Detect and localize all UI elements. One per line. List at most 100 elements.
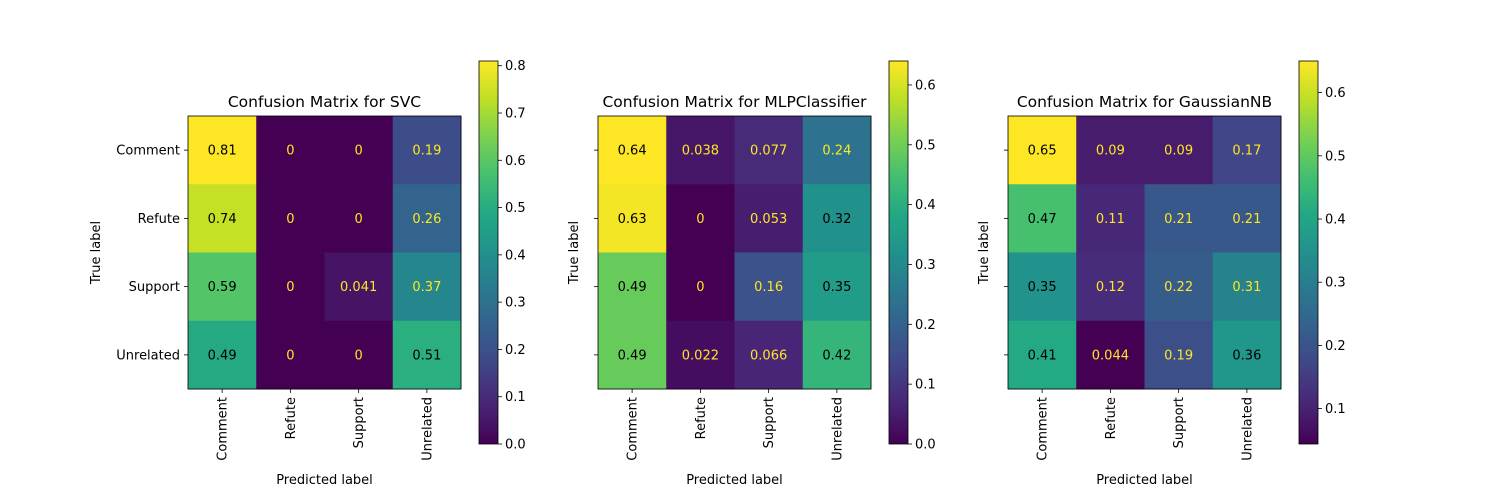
cell-value-label: 0.21: [1232, 212, 1261, 227]
heatmap-cell: [598, 184, 667, 253]
heatmap-cell: [1212, 252, 1282, 322]
colorbar-tick-label: 0.6: [1325, 86, 1346, 101]
heatmap-cell: [256, 116, 325, 185]
heatmap-cell: [188, 116, 257, 185]
heatmap-cell: [598, 116, 667, 185]
cell-value-label: 0: [286, 212, 294, 227]
cell-value-label: 0: [286, 144, 294, 159]
heatmap-cell: [734, 320, 804, 390]
heatmap-cell: [392, 252, 462, 322]
heatmap-cell: [324, 252, 394, 322]
cell-value-label: 0.09: [1164, 144, 1193, 159]
heatmap-cell: [1008, 320, 1077, 390]
heatmap-cell: [598, 252, 667, 322]
cell-value-label: 0: [354, 348, 362, 363]
panel-2: Confusion Matrix for GaussianNB 0.65 0.09 0…: [977, 60, 1346, 488]
cell-value-label: 0.17: [1232, 144, 1261, 159]
heatmap-cell: [1212, 184, 1282, 253]
cell-value-label: 0.24: [822, 144, 851, 159]
cell-value-label: 0.022: [682, 348, 719, 363]
cell-value-label: 0.49: [618, 280, 647, 295]
cell-value-label: 0.044: [1092, 348, 1129, 363]
cell-value-label: 0.59: [208, 280, 237, 295]
colorbar-tick-label: 0.0: [915, 438, 936, 453]
x-tick-label: Unrelated: [830, 397, 845, 461]
heatmap-cell: [188, 252, 257, 322]
y-tick-label: Support: [129, 280, 180, 295]
heatmap-cell: [1144, 252, 1214, 322]
heatmap-cell: [734, 116, 804, 185]
colorbar-tick-label: 0.6: [915, 78, 936, 93]
colorbar-tick-label: 0.2: [505, 343, 526, 358]
y-tick-label: Unrelated: [116, 348, 180, 363]
cell-value-label: 0.74: [208, 212, 237, 227]
panel-0: Confusion Matrix for SVC 0.81 0 0 0.19 0.74 0 0…: [89, 59, 526, 488]
cell-value-label: 0.22: [1164, 280, 1193, 295]
cell-value-label: 0.35: [822, 280, 851, 295]
x-tick-label: Comment: [1036, 397, 1051, 461]
colorbar-tick-label: 0.6: [505, 154, 526, 169]
y-tick-label: Comment: [116, 144, 180, 159]
axes-frame: [187, 115, 462, 390]
heatmap-cell: [666, 252, 735, 322]
cell-value-label: 0.12: [1096, 280, 1125, 295]
x-axis-label: Predicted label: [276, 473, 373, 488]
colorbar-tick-label: 0.1: [505, 390, 526, 405]
cell-value-label: 0: [286, 280, 294, 295]
heatmap-cell: [392, 184, 462, 253]
cell-value-label: 0: [696, 212, 704, 227]
x-tick-label: Support: [762, 397, 777, 448]
colorbar-tick-label: 0.3: [505, 296, 526, 311]
heatmap-cell: [802, 116, 872, 185]
colorbar-tick-label: 0.2: [1325, 339, 1346, 354]
cell-value-label: 0: [354, 144, 362, 159]
y-tick-label: Refute: [138, 212, 180, 227]
heatmap-cell: [188, 184, 257, 253]
heatmap-cell: [802, 320, 872, 390]
heatmap-cell: [324, 184, 394, 253]
colorbar-tick-label: 0.1: [1325, 402, 1346, 417]
x-tick-label: Unrelated: [1240, 397, 1255, 461]
heatmap-cell: [666, 116, 735, 185]
heatmap-cell: [256, 184, 325, 253]
colorbar-tick-label: 0.3: [915, 258, 936, 273]
cell-value-label: 0: [286, 348, 294, 363]
colorbar: [478, 60, 499, 445]
cell-value-label: 0: [696, 280, 704, 295]
y-axis-label: True label: [977, 221, 992, 285]
cell-value-label: 0.21: [1164, 212, 1193, 227]
heatmap-cell: [1144, 116, 1214, 185]
colorbar-tick-label: 0.0: [505, 438, 526, 453]
heatmap-cell: [802, 252, 872, 322]
cell-value-label: 0.16: [754, 280, 783, 295]
cell-value-label: 0.37: [412, 280, 441, 295]
x-tick-label: Comment: [216, 397, 231, 461]
heatmap-cell: [666, 320, 735, 390]
heatmap-cell: [256, 252, 325, 322]
heatmap-cell: [1076, 116, 1145, 185]
y-axis-label: True label: [567, 221, 582, 285]
cell-value-label: 0.47: [1028, 212, 1057, 227]
heatmap-cell: [1076, 252, 1145, 322]
heatmap-cell: [1144, 184, 1214, 253]
colorbar-tick-label: 0.1: [915, 378, 936, 393]
cell-value-label: 0.49: [618, 348, 647, 363]
cell-value-label: 0.64: [618, 144, 647, 159]
x-tick-label: Support: [1172, 397, 1187, 448]
heatmap-cell: [392, 320, 462, 390]
x-tick-label: Support: [352, 397, 367, 448]
heatmap-cell: [1076, 320, 1145, 390]
cell-value-label: 0.36: [1232, 348, 1261, 363]
panel-1: Confusion Matrix for MLPClassifier 0.64 0.…: [567, 60, 936, 488]
heatmap-cell: [598, 320, 667, 390]
heatmap-cell: [1008, 184, 1077, 253]
cell-value-label: 0.42: [822, 348, 851, 363]
cell-value-label: 0.038: [682, 144, 719, 159]
cell-value-label: 0.41: [1028, 348, 1057, 363]
colorbar-tick-label: 0.7: [505, 107, 526, 122]
heatmap-cell: [666, 184, 735, 253]
heatmap-cell: [324, 320, 394, 390]
colorbar-tick-label: 0.4: [1325, 213, 1346, 228]
heatmap-cell: [1008, 252, 1077, 322]
